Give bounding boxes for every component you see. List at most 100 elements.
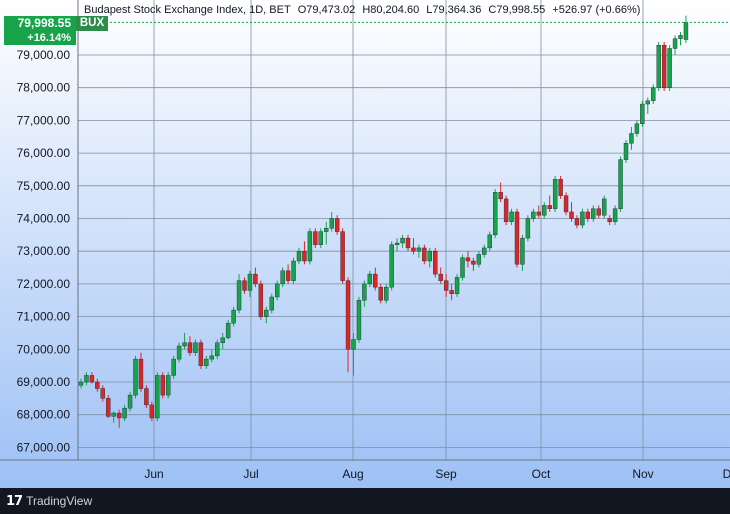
candle-body [400,237,405,244]
axis-layer: 67,000.00 68,000.00 69,000.00 70,000.00 71,0… [0,0,730,481]
candle-body [645,100,650,105]
candle-body [149,404,155,419]
candle [111,411,116,423]
candle [187,336,193,356]
candle-body [498,192,503,200]
candle [493,189,498,239]
y-tick-label: 72,000.00 [17,277,71,291]
candle-body [563,195,569,213]
candle [427,247,432,268]
candle-body [356,300,362,340]
tradingview-logo-icon[interactable]: 17 [6,493,23,509]
candle-body [378,286,383,301]
candle-body [389,244,394,288]
candle [176,342,182,363]
candle [405,234,411,252]
candle-body [160,375,165,396]
candle-body [209,355,215,360]
candle [411,238,416,255]
y-tick-label: 70,000.00 [17,342,71,356]
y-tick-label: 74,000.00 [17,212,71,226]
candle [384,283,389,304]
candle [591,205,596,222]
ohlc-close: C79,998.55 [488,4,546,16]
candle-body [618,159,623,209]
candle-body [307,231,313,262]
candle-body [542,205,547,216]
candle-body [95,381,100,389]
candle-body [204,358,209,366]
candle-body [585,211,591,219]
candle [454,274,460,297]
candle [389,241,394,291]
x-tick-label: Nov [632,467,653,481]
candle-body [607,218,612,222]
candle-body [302,250,307,262]
candle [95,378,100,392]
candle [596,205,601,219]
chart-area[interactable]: 67,000.00 68,000.00 69,000.00 70,000.00 71,0… [0,0,730,488]
y-tick-label: 73,000.00 [17,244,71,258]
y-tick-label: 79,000.00 [17,48,71,62]
candle [247,270,253,297]
candle [116,409,122,428]
x-tick-label: D [723,467,730,481]
chart-header: Budapest Stock Exchange Index, 1D, BET O… [84,4,644,16]
candle-body [275,283,280,298]
y-tick-label: 69,000.00 [17,375,71,389]
symbol-title[interactable]: Budapest Stock Exchange Index, 1D, BET [84,4,291,16]
candle-body [351,339,356,350]
candle-body [231,309,236,324]
candle [651,84,656,105]
candle-body [629,133,634,144]
candle-body [661,44,667,88]
candle-body [591,208,596,219]
candle-body [465,257,471,262]
y-tick-label: 68,000.00 [17,408,71,422]
candle [536,205,541,219]
candle [171,355,176,379]
tradingview-brand[interactable]: TradingView [26,494,93,508]
chart-background [0,0,730,488]
candle-body [482,247,487,255]
grid-layer [78,0,730,460]
candle [514,208,520,268]
last-price-badge: 79,998.55 [4,16,76,31]
candle-body [127,394,133,409]
candle [291,257,296,284]
candle-body [296,250,302,262]
candle [552,175,558,212]
candle [645,97,650,114]
candle-body [340,231,345,281]
candle [220,332,225,350]
x-tick-label: Aug [342,467,363,481]
candle [482,244,487,258]
x-tick-label: Sep [435,467,457,481]
candle-body [122,407,127,419]
candle [602,195,607,219]
candle [334,215,340,235]
candle [253,267,258,288]
y-tick-label: 76,000.00 [17,146,71,160]
candle [683,15,689,44]
candle [503,195,509,226]
candle-body [651,87,656,101]
candle [242,277,247,294]
candle-body [247,273,253,291]
candle-body [634,123,640,134]
candle-body [111,412,116,417]
candlestick-chart[interactable]: 67,000.00 68,000.00 69,000.00 70,000.00 71,0… [0,0,730,488]
candle [558,175,563,199]
candle-body [313,231,318,245]
candle [667,45,672,91]
candle [231,306,236,327]
candle [182,332,187,350]
ohlc-open: O79,473.02 [297,4,356,16]
candle [367,270,373,288]
candle [351,332,356,376]
candle-body [182,342,187,347]
candle [438,267,443,284]
candle-body [656,44,661,88]
candle-body [514,211,520,265]
candle [672,35,678,55]
